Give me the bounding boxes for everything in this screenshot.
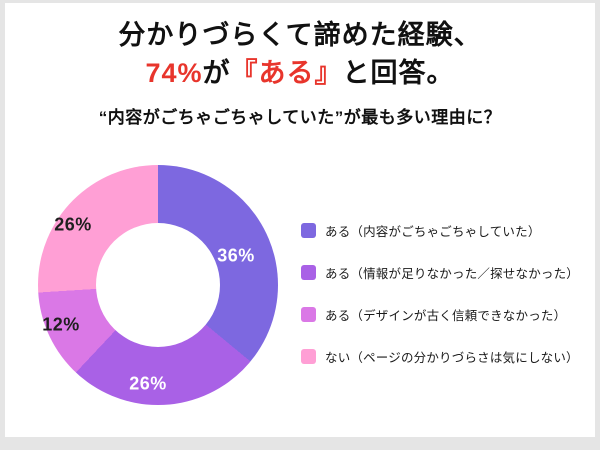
donut-chart: 36% 26% 12% 26% — [38, 165, 278, 405]
header: 分かりづらくて諦めた経験、 74%が『ある』と回答。 “内容がごちゃごちゃしてい… — [5, 3, 595, 128]
slice-label: 36% — [217, 245, 255, 266]
legend-swatch — [301, 349, 316, 364]
legend-label: ある（内容がごちゃごちゃしていた） — [325, 225, 541, 239]
title-answer: 『ある』 — [230, 58, 343, 89]
legend-label: ない（ページの分かりづらさは気にしない） — [325, 351, 579, 365]
legend-swatch — [301, 223, 316, 238]
legend-item: ない（ページの分かりづらさは気にしない） — [301, 347, 579, 366]
infographic-card: 分かりづらくて諦めた経験、 74%が『ある』と回答。 “内容がごちゃごちゃしてい… — [5, 3, 595, 437]
title-line-2: 74%が『ある』と回答。 — [5, 57, 595, 89]
title-percent: 74% — [145, 58, 203, 89]
legend-item: ある（情報が足りなかった／探せなかった） — [301, 263, 579, 282]
subtitle: “内容がごちゃごちゃしていた”が最も多い理由に？ — [98, 107, 502, 127]
title-particle: が — [202, 58, 231, 89]
legend-swatch — [301, 307, 316, 322]
legend-item: ある（デザインが古く信頼できなかった） — [301, 305, 579, 324]
title-line-1: 分かりづらくて諦めた経験、 — [118, 20, 482, 50]
title-suffix: と回答。 — [342, 58, 455, 89]
slice-label: 26% — [54, 214, 92, 235]
legend-label: ある（情報が足りなかった／探せなかった） — [325, 267, 580, 281]
legend-item: ある（内容がごちゃごちゃしていた） — [301, 221, 579, 240]
slice-label: 12% — [42, 314, 80, 335]
legend: ある（内容がごちゃごちゃしていた） ある（情報が足りなかった／探せなかった） ある（… — [301, 221, 579, 366]
legend-label: ある（デザインが古く信頼できなかった） — [325, 309, 567, 323]
donut-hole — [96, 223, 220, 347]
legend-swatch — [301, 265, 316, 280]
slice-label: 26% — [129, 373, 167, 394]
